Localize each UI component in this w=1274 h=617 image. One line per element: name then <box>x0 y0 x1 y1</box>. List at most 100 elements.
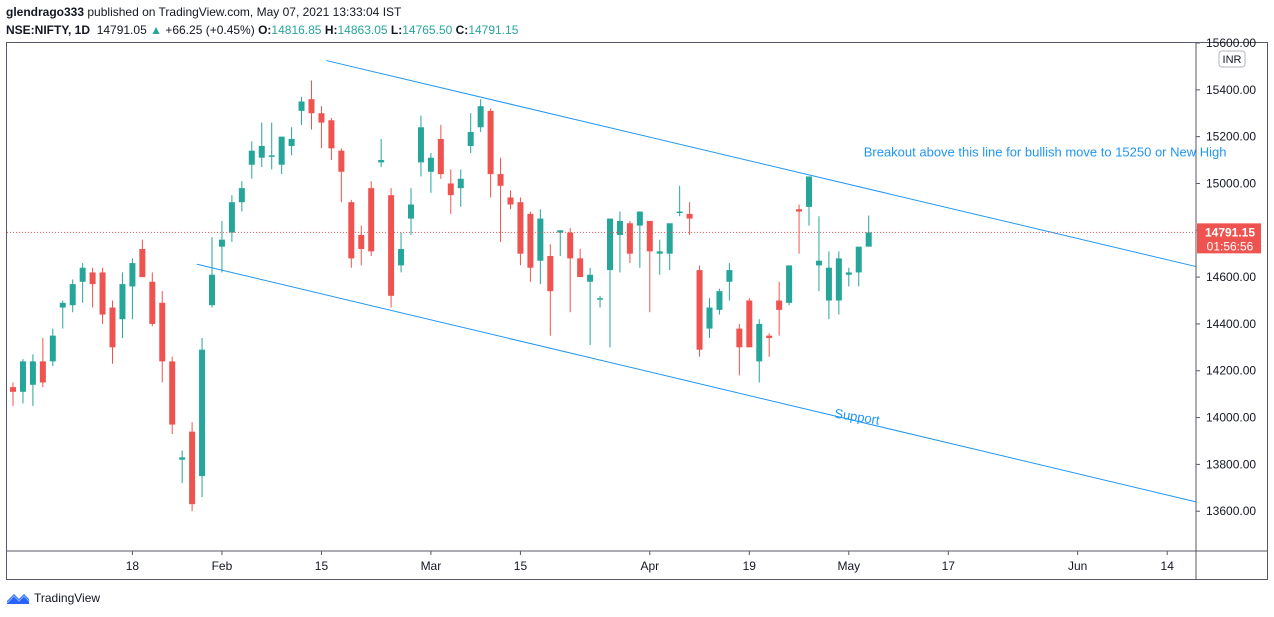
candle-body <box>507 197 514 205</box>
candle-body <box>437 138 444 175</box>
symbol-label: NSE:NIFTY, 1D <box>6 23 91 37</box>
candle-body <box>39 361 46 383</box>
candle-body <box>457 178 464 189</box>
candle <box>626 220 633 264</box>
candle <box>39 337 46 388</box>
candle <box>179 450 186 484</box>
resistance-trendline <box>326 60 1197 268</box>
publish-info: glendrago333 published on TradingView.co… <box>6 4 401 20</box>
candle-body <box>218 239 225 247</box>
candle <box>109 300 116 364</box>
candle-body <box>845 272 852 275</box>
currency-label: INR <box>1223 54 1242 66</box>
time-tick-label: 15 <box>315 559 329 573</box>
candle-body <box>806 176 812 207</box>
breakout-annotation: Breakout above this line for bullish mov… <box>864 145 1227 160</box>
candle-body <box>855 246 862 273</box>
candle-body <box>69 284 76 306</box>
time-tick-label: Apr <box>640 559 659 573</box>
candle-body <box>209 274 215 306</box>
price-tick-label: 15400.00 <box>1206 83 1256 97</box>
candle <box>119 272 126 338</box>
candle-body <box>477 106 484 128</box>
candle <box>149 272 156 327</box>
candle-body <box>616 220 623 235</box>
candle-body <box>686 213 693 219</box>
candle-body <box>527 213 534 268</box>
candle <box>507 190 514 210</box>
price-tick-label: 14600.00 <box>1206 270 1256 284</box>
tradingview-logo-icon <box>6 594 30 604</box>
candle <box>348 199 355 268</box>
change-text: +66.25 (+0.45%) <box>165 23 255 37</box>
low-value: 14765.50 <box>402 23 453 37</box>
time-tick-label: 17 <box>942 559 956 573</box>
candle <box>79 263 86 303</box>
brand-name: TradingView <box>34 591 101 605</box>
chart-frame[interactable] <box>6 42 1268 580</box>
candle-body <box>716 291 723 310</box>
candle-body <box>776 300 783 310</box>
candle <box>169 356 176 434</box>
footer-brand[interactable]: TradingView <box>6 590 100 606</box>
candle-body <box>835 258 842 301</box>
candle <box>99 267 106 324</box>
author-name[interactable]: glendrago333 <box>6 5 85 19</box>
candle-body <box>756 323 763 362</box>
candle-body <box>398 249 405 266</box>
candle <box>467 113 474 154</box>
candle <box>89 267 96 308</box>
price-tick-label: 14400.00 <box>1206 317 1256 331</box>
candle <box>278 136 285 175</box>
candle <box>577 249 584 278</box>
candle <box>756 319 763 383</box>
candle <box>328 117 335 161</box>
candle <box>189 422 196 512</box>
candle <box>457 169 464 207</box>
candle-body <box>169 361 176 425</box>
candle <box>706 298 713 338</box>
candle <box>636 211 643 268</box>
ohlc-legend: NSE:NIFTY, 1D 14791.05 ▲ +66.25 (+0.45%)… <box>6 22 518 38</box>
candle-body <box>238 188 245 203</box>
candle-body <box>268 155 275 157</box>
candle <box>567 227 574 313</box>
candle <box>477 99 484 132</box>
candle <box>845 267 852 287</box>
candle-body <box>139 249 146 278</box>
candle-body <box>258 146 265 158</box>
candle <box>766 333 773 357</box>
candle-body <box>199 349 206 477</box>
candle-body <box>79 267 86 282</box>
candle-body <box>378 160 385 163</box>
candle-body <box>736 328 743 348</box>
candle <box>537 209 544 285</box>
candle <box>656 239 663 275</box>
price-tick-label: 15600.00 <box>1206 36 1256 50</box>
candle-body <box>587 274 594 282</box>
candle-body <box>417 127 424 163</box>
time-tick-label: Feb <box>212 559 233 573</box>
candle-body <box>597 298 604 300</box>
candle <box>786 265 793 306</box>
candle <box>248 141 255 179</box>
price-tick-label: 14000.00 <box>1206 411 1256 425</box>
candle <box>746 298 753 348</box>
time-tick-label: 19 <box>743 559 757 573</box>
candle <box>159 291 166 383</box>
time-tick-label: Jun <box>1068 559 1087 573</box>
candle <box>308 80 315 130</box>
candle <box>209 237 215 308</box>
candle-body <box>278 136 285 165</box>
candle <box>616 211 623 273</box>
candle <box>676 185 683 217</box>
candle-body <box>467 131 474 147</box>
candle <box>547 244 554 336</box>
candle <box>487 108 494 198</box>
low-label: L: <box>390 23 403 37</box>
high-value: 14863.05 <box>337 23 388 37</box>
candle <box>408 188 414 235</box>
candle-body <box>726 270 733 282</box>
open-value: 14816.85 <box>271 23 322 37</box>
